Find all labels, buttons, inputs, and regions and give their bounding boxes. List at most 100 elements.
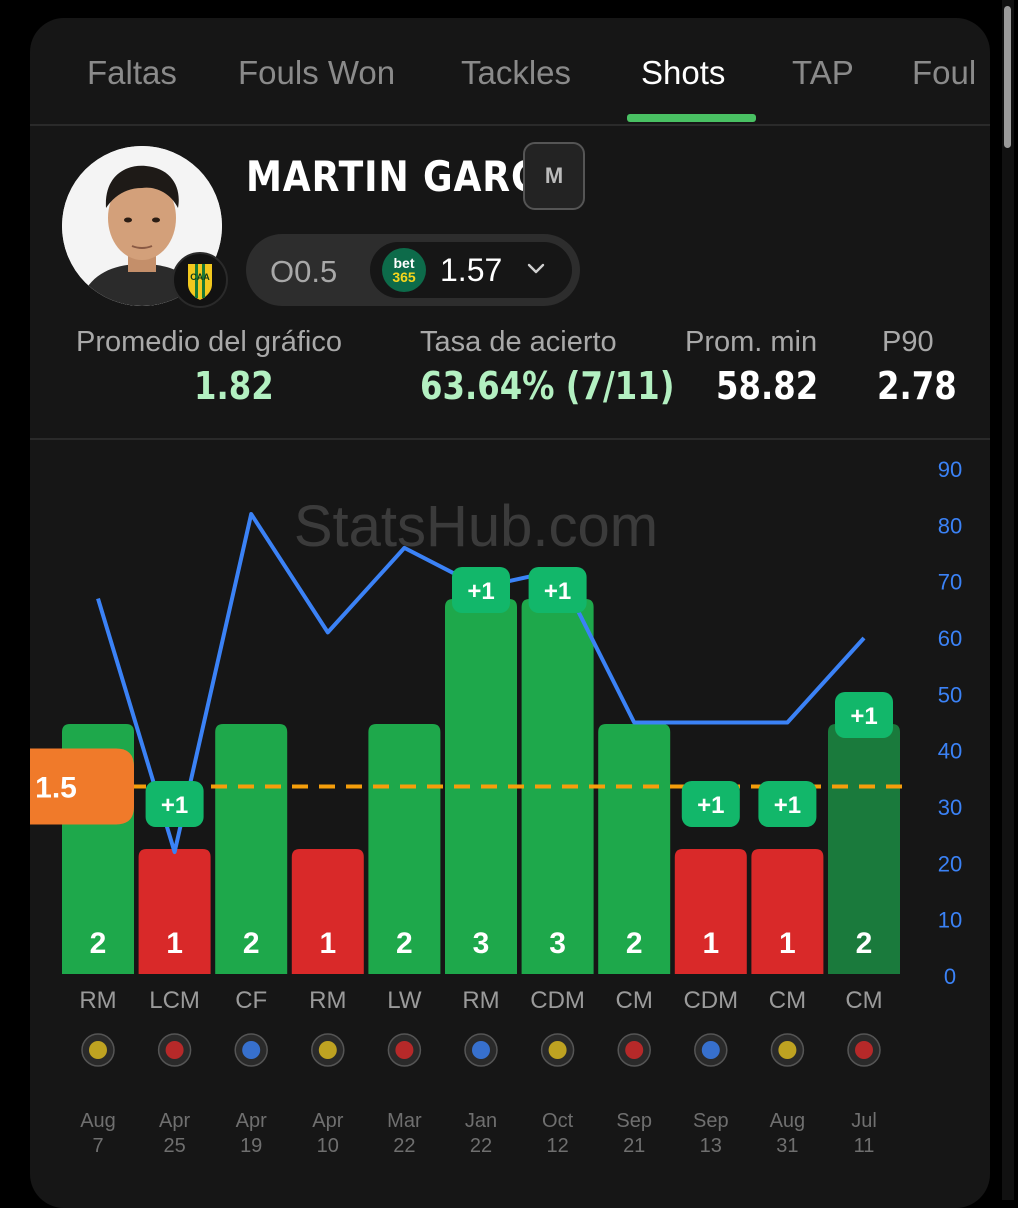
p90-value: 2.78: [877, 364, 957, 408]
bar-value-label: 1: [702, 927, 719, 960]
stats-card: Faltas Fouls Won Tackles Shots TAP Foul …: [30, 18, 990, 1208]
date-day-label: 7: [92, 1135, 103, 1157]
hit-rate-value: 63.64% (7/11): [420, 364, 675, 408]
badge-bg: [681, 781, 740, 827]
badge-bg: [145, 781, 204, 827]
date-month-label: Aug: [770, 1110, 806, 1132]
crest-center: [701, 1041, 720, 1059]
position-badge: M: [523, 142, 585, 210]
extra-shot-badge: +1: [681, 781, 740, 827]
club-badge-text: CAA: [190, 272, 210, 282]
opponent-crest-icon[interactable]: [387, 1033, 422, 1067]
date-day-label: 12: [546, 1135, 568, 1157]
crest-center: [242, 1041, 261, 1059]
opponent-crest-icon[interactable]: [157, 1033, 192, 1067]
crest-center: [778, 1041, 797, 1059]
date-month-label: Jan: [465, 1110, 497, 1132]
crest-center: [472, 1041, 490, 1059]
bar-value-label: 2: [396, 927, 413, 960]
date-month-label: Oct: [542, 1110, 574, 1132]
position-label: CM: [616, 987, 653, 1014]
chart-bar[interactable]: [521, 599, 594, 974]
position-label: RM: [309, 987, 346, 1014]
date-day-label: 22: [470, 1135, 492, 1157]
tab-fouls-won[interactable]: Fouls Won: [238, 54, 396, 91]
minutes-axis-tick: 50: [938, 682, 962, 707]
tab-tackles[interactable]: Tackles: [461, 54, 572, 91]
crest-center: [855, 1041, 873, 1059]
hit-rate-label: Tasa de acierto: [420, 326, 617, 358]
date-month-label: Jul: [851, 1110, 877, 1132]
bar-value-label: 1: [166, 927, 183, 960]
minutes-axis-tick: 40: [938, 739, 962, 764]
chart-average-value: 1.82: [194, 364, 274, 408]
chart-bar[interactable]: [291, 849, 364, 974]
opponent-crest-icon[interactable]: [81, 1033, 115, 1067]
crest-center: [89, 1041, 107, 1059]
date-month-label: Sep: [693, 1110, 729, 1132]
minutes-axis-tick: 30: [938, 795, 962, 820]
crest-center: [625, 1041, 644, 1059]
tab-tap[interactable]: TAP: [792, 54, 854, 91]
date-day-label: 13: [700, 1135, 722, 1157]
crest-center: [318, 1041, 337, 1059]
section-divider: [30, 438, 990, 440]
bar-value-label: 1: [779, 927, 796, 960]
badge-label: +1: [544, 578, 571, 605]
opponent-crest-icon[interactable]: [847, 1033, 881, 1067]
extra-shot-badge: +1: [528, 567, 587, 613]
club-badge-icon: CAA: [172, 252, 228, 308]
bar-value-label: 2: [856, 927, 873, 960]
opponent-crest-icon[interactable]: [464, 1033, 498, 1067]
badge-label: +1: [697, 792, 724, 819]
minutes-axis-tick: 60: [938, 626, 962, 651]
scrollbar-track[interactable]: [1002, 0, 1014, 1200]
bar-value-label: 2: [626, 927, 643, 960]
date-month-label: Apr: [312, 1110, 343, 1132]
threshold-tag-bg: [30, 748, 134, 825]
tab-bar: Faltas Fouls Won Tackles Shots TAP Foul: [30, 18, 990, 126]
bar-value-label: 2: [90, 927, 107, 960]
opponent-crest-icon[interactable]: [311, 1033, 345, 1067]
extra-shot-badge: +1: [835, 692, 893, 738]
badge-bg: [835, 692, 893, 738]
opponent-crest-icon[interactable]: [770, 1033, 805, 1067]
chevron-down-icon: [527, 263, 545, 274]
date-day-label: 22: [393, 1135, 415, 1157]
opponent-crest-icon[interactable]: [694, 1033, 728, 1067]
date-month-label: Mar: [387, 1110, 422, 1132]
prop-line-label: O0.5: [270, 254, 338, 289]
minutes-axis-tick: 0: [944, 964, 956, 989]
date-month-label: Sep: [616, 1110, 652, 1132]
bar-value-label: 3: [473, 927, 490, 960]
badge-bg: [452, 567, 510, 613]
position-label: CF: [235, 987, 267, 1014]
badge-label: +1: [467, 578, 494, 605]
date-day-label: 21: [623, 1135, 645, 1157]
odds-dropdown[interactable]: bet 365 1.57: [370, 242, 572, 298]
date-day-label: 19: [240, 1135, 262, 1157]
bar-value-label: 3: [549, 927, 566, 960]
date-month-label: Apr: [159, 1110, 190, 1132]
odds-value: 1.57: [440, 252, 503, 288]
watermark-text: StatsHub.com: [294, 494, 658, 559]
chart-bar[interactable]: [674, 849, 747, 974]
tab-shots[interactable]: Shots: [641, 54, 726, 91]
scrollbar-thumb[interactable]: [1004, 6, 1011, 148]
tab-faltas[interactable]: Faltas: [87, 54, 177, 91]
position-label: LCM: [149, 987, 200, 1014]
prop-line-selector[interactable]: O0.5 bet 365 1.57: [246, 234, 580, 306]
extra-shot-badge: +1: [145, 781, 204, 827]
tab-foul[interactable]: Foul: [912, 54, 977, 91]
chart-average-label: Promedio del gráfico: [76, 326, 342, 358]
minutes-axis-tick: 90: [938, 457, 962, 482]
opponent-crest-icon[interactable]: [234, 1033, 268, 1067]
badge-label: +1: [850, 703, 877, 730]
chart-bar[interactable]: [138, 849, 211, 974]
opponent-crest-icon[interactable]: [540, 1033, 575, 1067]
badge-label: +1: [774, 792, 801, 819]
chart-bar[interactable]: [751, 849, 824, 974]
threshold-tag-label: 1.5: [35, 772, 77, 805]
opponent-crest-icon[interactable]: [617, 1033, 651, 1067]
extra-shot-badge: +1: [758, 781, 817, 827]
